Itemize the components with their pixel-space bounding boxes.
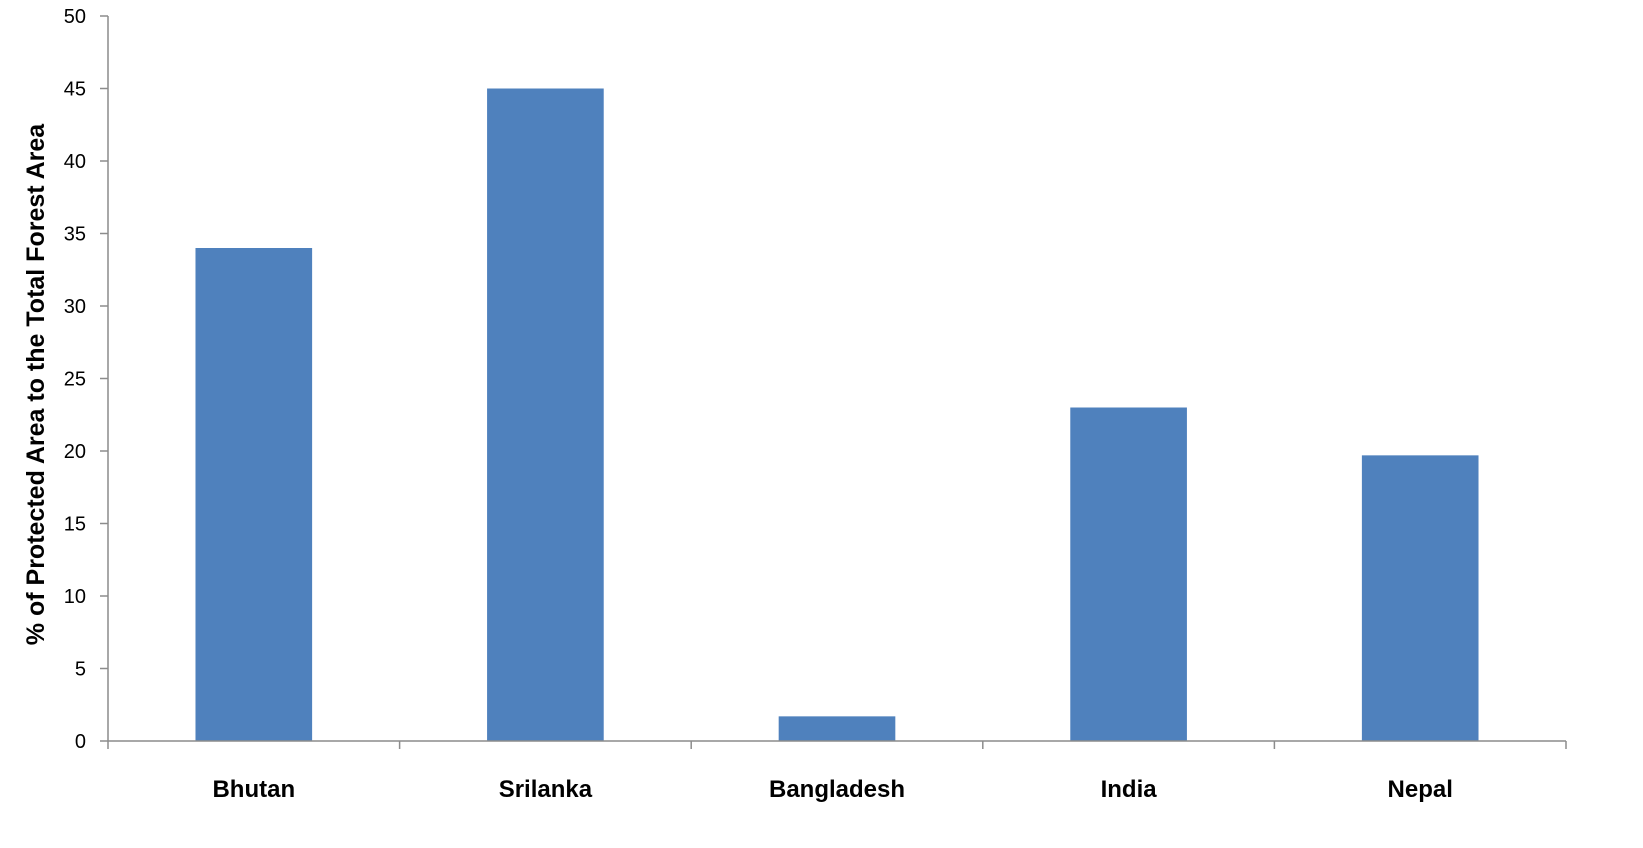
bar-bhutan	[195, 248, 313, 741]
y-tick-label: 25	[64, 369, 86, 391]
bar-nepal	[1361, 455, 1479, 741]
bar-india	[1070, 407, 1187, 741]
y-tick-label: 0	[75, 731, 86, 753]
y-tick-label: 40	[64, 151, 86, 173]
category-label-bhutan: Bhutan	[212, 776, 295, 803]
y-axis-ticks: 0 5 10 15 20 25 30 35 40 45 50	[64, 6, 108, 753]
x-axis-ticks	[107, 741, 1567, 749]
y-tick-label: 20	[64, 441, 86, 463]
x-axis-category-labels: Bhutan Srilanka Bangladesh India Nepal	[212, 776, 1452, 803]
bar-srilanka	[487, 88, 604, 741]
y-tick-label: 50	[64, 6, 86, 28]
y-tick-label: 45	[64, 79, 86, 101]
bar-bangladesh	[778, 716, 896, 741]
category-label-india: India	[1101, 776, 1158, 803]
y-tick-label: 15	[64, 514, 86, 536]
category-label-srilanka: Srilanka	[499, 776, 593, 803]
bar-series	[195, 88, 1479, 741]
category-label-bangladesh: Bangladesh	[769, 776, 905, 803]
y-tick-label: 5	[75, 659, 86, 681]
y-tick-label: 10	[64, 586, 86, 608]
y-tick-label: 30	[64, 296, 86, 318]
category-label-nepal: Nepal	[1388, 776, 1453, 803]
y-axis-title: % of Protected Area to the Total Forest …	[22, 123, 50, 645]
y-tick-label: 35	[64, 224, 86, 246]
